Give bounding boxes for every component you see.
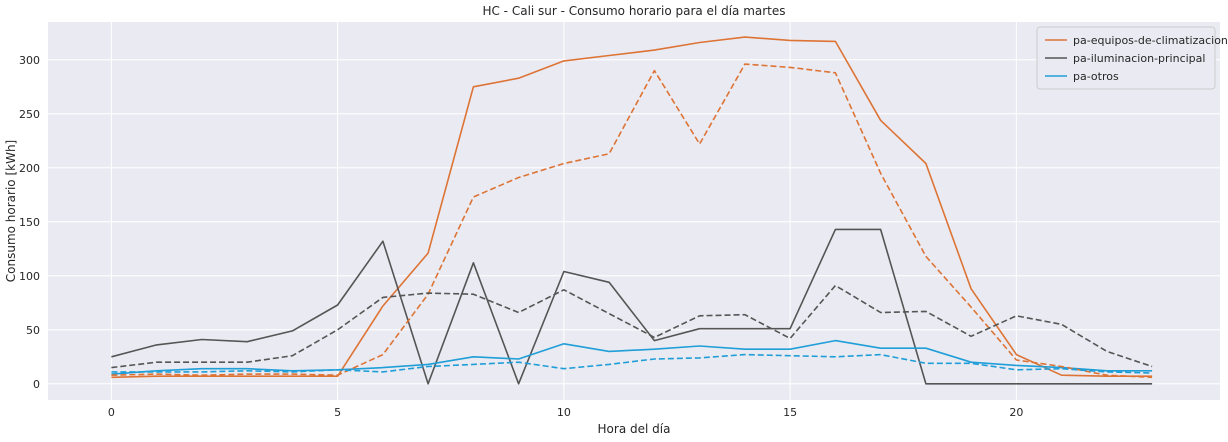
x-axis-label: Hora del día bbox=[598, 422, 671, 436]
y-tick-label: 300 bbox=[19, 54, 40, 67]
y-tick-label: 50 bbox=[26, 324, 40, 337]
grid-lines bbox=[48, 22, 1220, 400]
chart-title: HC - Cali sur - Consumo horario para el … bbox=[482, 4, 785, 18]
series-line-pa-iluminacion-principal bbox=[111, 228, 1153, 385]
y-axis-label: Consumo horario [kWh] bbox=[4, 140, 18, 282]
x-tick-label: 20 bbox=[1009, 406, 1023, 419]
x-tick-label: 0 bbox=[108, 406, 115, 419]
series-line-pa-equipos-de-climatizacion bbox=[111, 36, 1153, 379]
y-tick-label: 150 bbox=[19, 216, 40, 229]
y-tick-label: 250 bbox=[19, 108, 40, 121]
legend-label: pa-otros bbox=[1073, 70, 1119, 83]
legend-box bbox=[1036, 26, 1216, 90]
y-tick-label: 0 bbox=[33, 378, 40, 391]
y-axis-ticks: 0 50 100 150 200 250 300 bbox=[19, 54, 40, 391]
legend-label: pa-equipos-de-climatizacion bbox=[1073, 34, 1228, 47]
series-line-series-3-dashed bbox=[111, 63, 1153, 379]
x-tick-label: 5 bbox=[334, 406, 341, 419]
x-tick-label: 15 bbox=[783, 406, 797, 419]
y-tick-label: 200 bbox=[19, 162, 40, 175]
legend: pa-equipos-de-climatizacion pa-iluminacio… bbox=[1036, 26, 1228, 90]
x-axis-ticks: 0 5 10 15 20 bbox=[108, 406, 1024, 419]
x-tick-label: 10 bbox=[557, 406, 571, 419]
legend-label: pa-iluminacion-principal bbox=[1073, 52, 1205, 65]
series-lines bbox=[111, 36, 1153, 385]
series-line-series-5-dashed bbox=[111, 353, 1153, 374]
plot-area bbox=[48, 22, 1220, 400]
series-line-series-4-dashed bbox=[111, 284, 1153, 369]
y-tick-label: 100 bbox=[19, 270, 40, 283]
series-line-pa-otros bbox=[111, 339, 1153, 375]
